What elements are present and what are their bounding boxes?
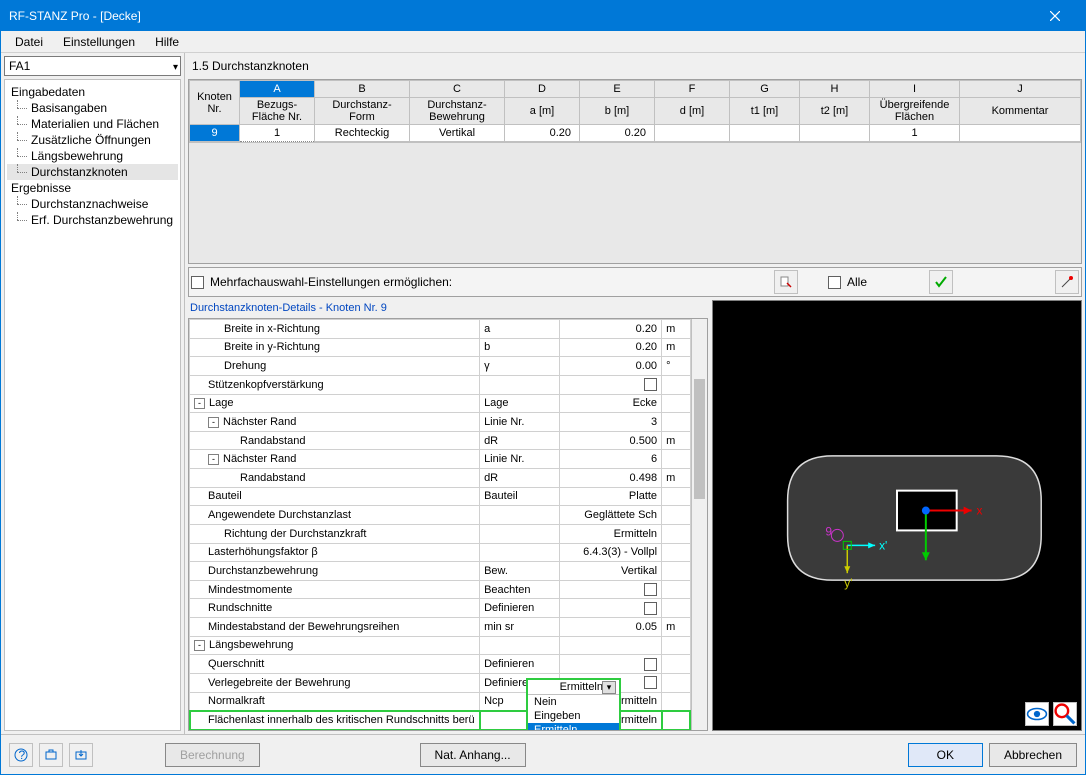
loadcase-combo[interactable]: FA1 — [4, 56, 181, 76]
tree-item[interactable]: Durchstanzknoten — [7, 164, 178, 180]
tree-item[interactable]: Materialien und Flächen — [7, 116, 178, 132]
calc-button[interactable]: Berechnung — [165, 743, 260, 767]
tree-item[interactable]: Erf. Durchstanzbewehrung — [7, 212, 178, 228]
alle-label: Alle — [847, 275, 867, 289]
svg-text:x': x' — [879, 538, 887, 552]
help-icon-button[interactable]: ? — [9, 743, 33, 767]
detail-row[interactable]: RandabstanddR0.498m — [190, 469, 691, 488]
svg-text:?: ? — [19, 748, 26, 762]
chevron-down-icon — [173, 59, 178, 73]
zoom-icon-button[interactable] — [1053, 702, 1077, 726]
sidebar: FA1 Eingabedaten BasisangabenMaterialien… — [1, 53, 185, 734]
nat-anhang-button[interactable]: Nat. Anhang... — [420, 743, 526, 767]
detail-row[interactable]: -LageLageEcke — [190, 394, 691, 413]
apply-icon-button[interactable] — [774, 270, 798, 294]
detail-row[interactable]: RundschnitteDefinieren — [190, 599, 691, 618]
detail-row[interactable]: Stützenkopfverstärkung — [190, 375, 691, 394]
menu-file[interactable]: Datei — [5, 33, 53, 51]
titlebar: RF-STANZ Pro - [Decke] — [1, 1, 1085, 31]
svg-text:y': y' — [844, 576, 852, 590]
svg-text:9: 9 — [825, 524, 832, 538]
cancel-button[interactable]: Abbrechen — [989, 743, 1077, 767]
close-button[interactable] — [1032, 1, 1077, 31]
detail-row[interactable]: -Nächster RandLinie Nr.3 — [190, 413, 691, 432]
content: 1.5 Durchstanzknoten KnotenNr. A B C D — [185, 53, 1085, 734]
menubar: Datei Einstellungen Hilfe — [1, 31, 1085, 53]
detail-row[interactable]: QuerschnittDefinieren — [190, 655, 691, 674]
grid-empty-area — [189, 142, 1081, 263]
detail-scrollbar[interactable] — [691, 319, 707, 730]
detail-row[interactable]: Richtung der DurchstanzkraftErmitteln — [190, 524, 691, 543]
detail-row[interactable]: Breite in x-Richtunga0.20m — [190, 320, 691, 339]
detail-row[interactable]: -Nächster RandLinie Nr.6 — [190, 450, 691, 469]
detail-row[interactable]: Lasterhöhungsfaktor β6.4.3(3) - Vollpl — [190, 543, 691, 562]
detail-row[interactable]: Breite in y-Richtungb0.20m — [190, 338, 691, 357]
import-icon-button[interactable] — [69, 743, 93, 767]
loadcase-value: FA1 — [9, 59, 30, 73]
detail-grid[interactable]: Breite in x-Richtunga0.20mBreite in y-Ri… — [188, 318, 708, 731]
detail-row[interactable]: -Längsbewehrung — [190, 636, 691, 655]
tree-item[interactable]: Zusätzliche Öffnungen — [7, 132, 178, 148]
menu-settings[interactable]: Einstellungen — [53, 33, 145, 51]
check-icon-button[interactable] — [929, 270, 953, 294]
detail-row[interactable]: MindestmomenteBeachten — [190, 580, 691, 599]
detail-row[interactable]: Angewendete DurchstanzlastGeglättete Sch — [190, 506, 691, 525]
tree-item[interactable]: Basisangaben — [7, 100, 178, 116]
pick-icon-button[interactable] — [1055, 270, 1079, 294]
grid-table[interactable]: KnotenNr. A B C D E F G H I J Bezugs-Flä… — [189, 80, 1081, 142]
dropdown-option[interactable]: Ermitteln — [528, 723, 619, 731]
detail-row[interactable]: Drehungγ0.00° — [190, 357, 691, 376]
footer: ? Berechnung Nat. Anhang... OK Abbrechen — [1, 734, 1085, 774]
multiselect-checkbox[interactable] — [191, 276, 204, 289]
detail-row[interactable]: DurchstanzbewehrungBew.Vertikal — [190, 562, 691, 581]
detail-row[interactable]: RandabstanddR0.500m — [190, 431, 691, 450]
tree-item[interactable]: Durchstanznachweise — [7, 196, 178, 212]
section-title: 1.5 Durchstanzknoten — [188, 56, 1082, 76]
detail-row[interactable]: Mindestabstand der Bewehrungsreihenmin s… — [190, 618, 691, 637]
svg-text:x: x — [977, 504, 983, 518]
tree-group-results[interactable]: Ergebnisse — [7, 180, 178, 196]
multiselect-label: Mehrfachauswahl-Einstellungen ermögliche… — [210, 275, 452, 289]
export-icon-button[interactable] — [39, 743, 63, 767]
detail-row[interactable]: BauteilBauteilPlatte — [190, 487, 691, 506]
value-dropdown[interactable]: ErmittelnNeinEingebenErmitteln — [526, 678, 621, 731]
dropdown-option[interactable]: Nein — [528, 695, 619, 709]
detail-title: Durchstanzknoten-Details - Knoten Nr. 9 — [188, 300, 708, 318]
detail-left: Durchstanzknoten-Details - Knoten Nr. 9 … — [188, 300, 708, 731]
tree-item[interactable]: Längsbewehrung — [7, 148, 178, 164]
app-window: RF-STANZ Pro - [Decke] Datei Einstellung… — [0, 0, 1086, 775]
main-area: FA1 Eingabedaten BasisangabenMaterialien… — [1, 53, 1085, 734]
nav-tree: Eingabedaten BasisangabenMaterialien und… — [4, 79, 181, 731]
detail-block: Durchstanzknoten-Details - Knoten Nr. 9 … — [188, 300, 1082, 731]
dropdown-option[interactable]: Eingeben — [528, 709, 619, 723]
tree-group-input[interactable]: Eingabedaten — [7, 84, 178, 100]
main-grid: KnotenNr. A B C D E F G H I J Bezugs-Flä… — [188, 79, 1082, 264]
window-title: RF-STANZ Pro - [Decke] — [9, 9, 141, 23]
preview-3d[interactable]: x x' y' 9 — [712, 300, 1082, 731]
view-icon-button[interactable] — [1025, 702, 1049, 726]
multiselect-bar: Mehrfachauswahl-Einstellungen ermögliche… — [188, 267, 1082, 297]
alle-checkbox[interactable] — [828, 276, 841, 289]
ok-button[interactable]: OK — [908, 743, 983, 767]
menu-help[interactable]: Hilfe — [145, 33, 189, 51]
